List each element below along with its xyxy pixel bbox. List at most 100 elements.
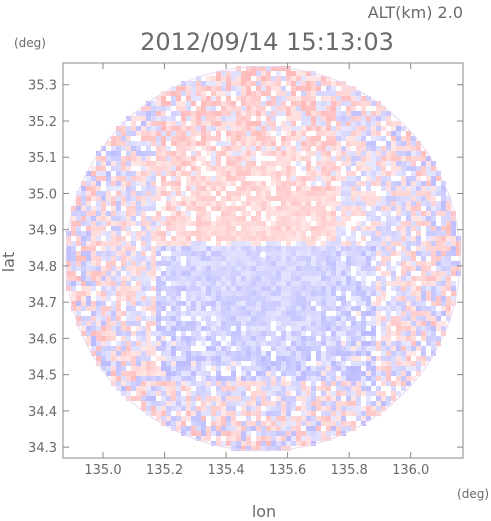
radar-cell <box>161 366 166 371</box>
radar-cell <box>391 281 396 286</box>
radar-cell <box>211 201 216 206</box>
radar-cell <box>106 171 111 176</box>
radar-cell <box>241 236 246 241</box>
radar-cell <box>126 351 131 356</box>
radar-cell <box>286 321 291 326</box>
radar-cell <box>211 441 216 446</box>
radar-cell <box>256 361 261 366</box>
radar-cell <box>226 331 231 336</box>
radar-cell <box>391 381 396 386</box>
radar-cell <box>211 346 216 351</box>
radar-cell <box>176 211 181 216</box>
radar-cell <box>106 296 111 301</box>
radar-cell <box>316 401 321 406</box>
radar-cell <box>231 76 236 81</box>
radar-cell <box>331 316 336 321</box>
radar-cell <box>336 146 341 151</box>
radar-cell <box>141 171 146 176</box>
radar-cell <box>116 331 121 336</box>
radar-cell <box>191 246 196 251</box>
radar-cell <box>311 341 316 346</box>
radar-cell <box>221 276 226 281</box>
radar-cell <box>396 331 401 336</box>
radar-cell <box>76 291 81 296</box>
radar-cell <box>406 291 411 296</box>
radar-cell <box>271 116 276 121</box>
radar-cell <box>156 371 161 376</box>
radar-cell <box>276 376 281 381</box>
radar-cell <box>131 186 136 191</box>
radar-cell <box>266 216 271 221</box>
radar-cell <box>206 121 211 126</box>
radar-cell <box>146 181 151 186</box>
radar-cell <box>351 366 356 371</box>
radar-cell <box>416 166 421 171</box>
radar-cell <box>211 416 216 421</box>
radar-cell <box>91 256 96 261</box>
radar-cell <box>121 221 126 226</box>
radar-cell <box>256 251 261 256</box>
radar-cell <box>416 156 421 161</box>
radar-cell <box>176 336 181 341</box>
radar-cell <box>241 286 246 291</box>
radar-cell <box>316 146 321 151</box>
radar-cell <box>236 316 241 321</box>
radar-cell <box>351 331 356 336</box>
radar-cell <box>221 376 226 381</box>
radar-cell <box>441 311 446 316</box>
radar-cell <box>236 106 241 111</box>
radar-cell <box>101 146 106 151</box>
radar-cell <box>216 171 221 176</box>
radar-cell <box>226 416 231 421</box>
radar-cell <box>166 196 171 201</box>
radar-cell <box>91 276 96 281</box>
radar-cell <box>211 156 216 161</box>
radar-cell <box>221 146 226 151</box>
radar-cell <box>186 281 191 286</box>
radar-cell <box>346 426 351 431</box>
radar-cell <box>406 191 411 196</box>
radar-cell <box>171 236 176 241</box>
radar-cell <box>251 286 256 291</box>
radar-cell <box>236 141 241 146</box>
radar-cell <box>391 201 396 206</box>
radar-cell <box>156 261 161 266</box>
radar-cell <box>211 161 216 166</box>
radar-cell <box>111 196 116 201</box>
radar-cell <box>196 281 201 286</box>
radar-cell <box>431 226 436 231</box>
radar-cell <box>301 256 306 261</box>
radar-cell <box>331 161 336 166</box>
radar-cell <box>186 301 191 306</box>
radar-cell <box>356 366 361 371</box>
radar-cell <box>251 96 256 101</box>
radar-cell <box>156 326 161 331</box>
radar-cell <box>161 111 166 116</box>
radar-cell <box>96 331 101 336</box>
radar-cell <box>396 291 401 296</box>
radar-cell <box>246 336 251 341</box>
radar-cell <box>311 436 316 441</box>
radar-cell <box>356 346 361 351</box>
radar-cell <box>266 426 271 431</box>
radar-cell <box>376 341 381 346</box>
radar-cell <box>331 231 336 236</box>
radar-cell <box>346 161 351 166</box>
radar-cell <box>241 181 246 186</box>
radar-cell <box>306 311 311 316</box>
radar-cell <box>231 341 236 346</box>
radar-cell <box>326 271 331 276</box>
radar-cell <box>231 231 236 236</box>
radar-cell <box>101 271 106 276</box>
radar-cell <box>291 371 296 376</box>
radar-cell <box>416 251 421 256</box>
radar-cell <box>211 331 216 336</box>
radar-cell <box>411 221 416 226</box>
radar-cell <box>166 261 171 266</box>
radar-cell <box>281 366 286 371</box>
radar-cell <box>286 421 291 426</box>
radar-cell <box>241 271 246 276</box>
radar-cell <box>216 201 221 206</box>
radar-cell <box>421 356 426 361</box>
radar-cell <box>246 221 251 226</box>
